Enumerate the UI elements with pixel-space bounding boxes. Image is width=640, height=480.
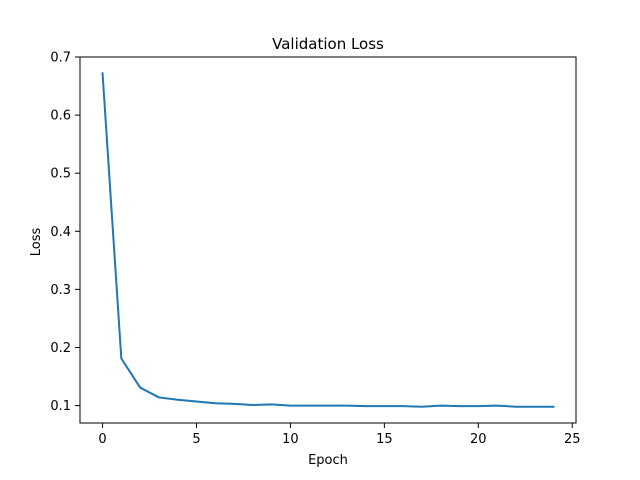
- y-tick-label: 0.1: [50, 399, 71, 414]
- x-axis-label: Epoch: [308, 453, 348, 468]
- x-tick-label: 25: [564, 432, 581, 447]
- plot-frame: [80, 57, 576, 423]
- x-tick-label: 5: [192, 432, 200, 447]
- y-tick-label: 0.5: [50, 167, 71, 182]
- y-axis: 0.1 0.2 0.3 0.4 0.5 0.6 0.7: [50, 51, 80, 415]
- series-line-validation-loss: [103, 73, 554, 406]
- y-tick-label: 0.3: [50, 283, 71, 298]
- x-tick-label: 0: [98, 432, 106, 447]
- y-tick-label: 0.6: [50, 109, 71, 124]
- x-tick-label: 10: [282, 432, 299, 447]
- x-tick-label: 20: [470, 432, 487, 447]
- y-tick-label: 0.4: [50, 225, 71, 240]
- chart-title: Validation Loss: [272, 35, 384, 53]
- y-tick-label: 0.7: [50, 51, 71, 66]
- x-tick-label: 15: [376, 432, 393, 447]
- y-axis-label: Loss: [29, 228, 44, 257]
- series-layer: [103, 73, 554, 406]
- x-axis: 0 5 10 15 20 25: [98, 423, 580, 447]
- y-tick-label: 0.2: [50, 341, 71, 356]
